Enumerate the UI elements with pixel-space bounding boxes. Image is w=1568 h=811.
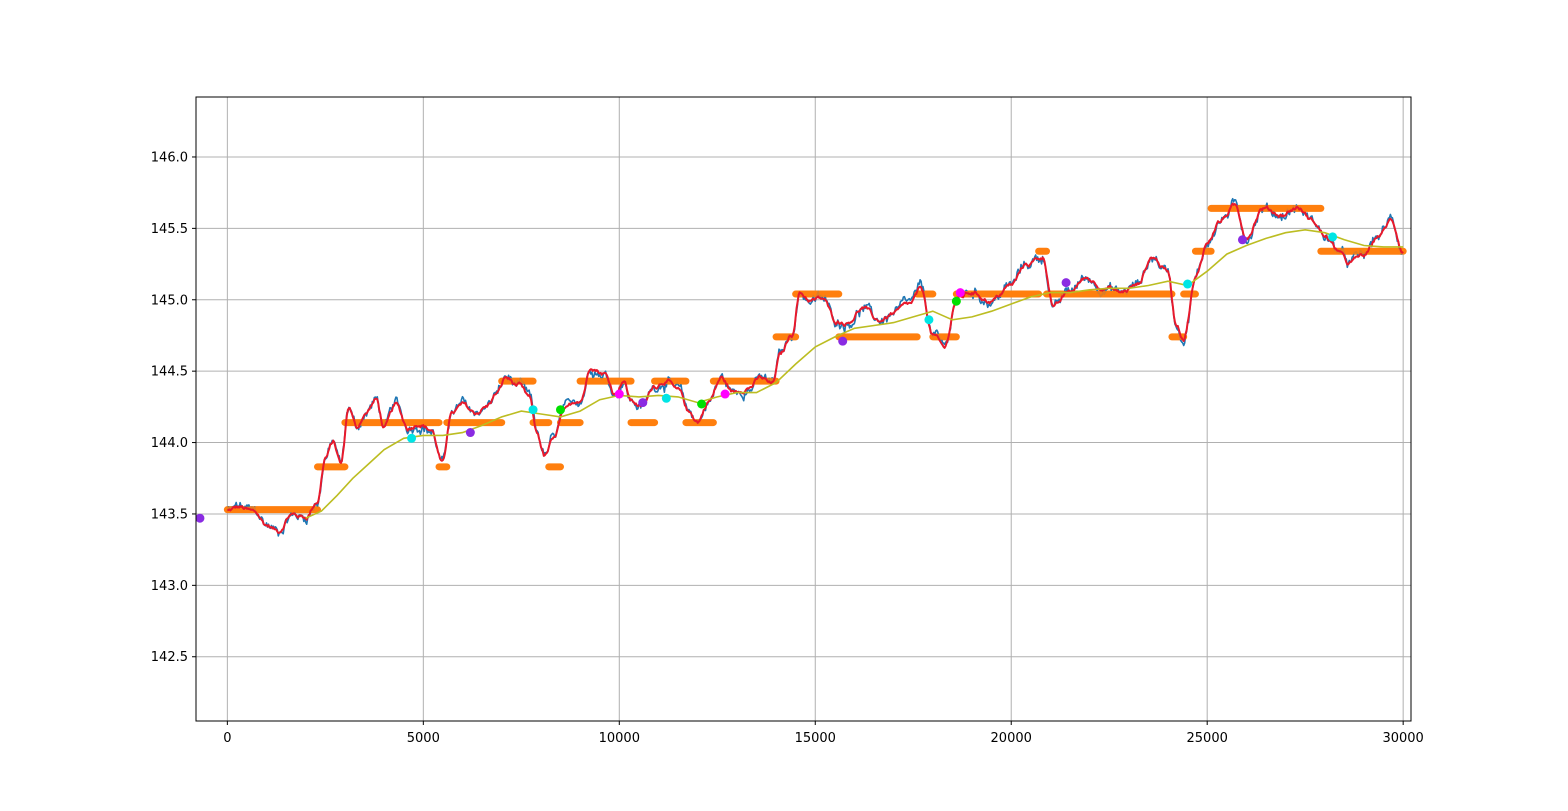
signal-marker	[407, 433, 417, 443]
x-axis: 0 5000 10000 15000 20000 25000 30000	[223, 721, 1424, 746]
y-tick-label: 145.5	[151, 222, 188, 237]
plot-area	[195, 97, 1411, 721]
y-tick-label: 146.0	[151, 150, 188, 165]
y-tick-label: 142.5	[151, 650, 188, 665]
signal-marker	[1183, 279, 1193, 289]
signal-marker	[528, 405, 538, 415]
signal-marker	[697, 399, 707, 409]
y-tick-label: 143.5	[151, 507, 188, 522]
signal-marker	[614, 389, 624, 399]
y-tick-label: 144.5	[151, 365, 188, 380]
signal-marker	[720, 389, 730, 399]
signal-marker	[465, 428, 475, 438]
signal-marker	[955, 288, 965, 298]
smoothed-series	[226, 202, 1404, 534]
price-line	[226, 197, 1404, 537]
smoothed-line	[226, 202, 1404, 534]
signal-marker	[1061, 278, 1071, 288]
signal-marker	[951, 296, 961, 306]
signal-markers	[195, 232, 1338, 523]
x-tick-label: 15000	[795, 731, 836, 746]
signal-marker	[556, 405, 565, 415]
signal-marker	[1328, 232, 1338, 242]
signal-marker	[661, 393, 671, 403]
x-tick-label: 20000	[991, 731, 1032, 746]
signal-marker	[638, 398, 648, 408]
x-tick-label: 5000	[407, 731, 440, 746]
signal-marker	[924, 315, 934, 325]
y-tick-label: 143.0	[151, 579, 188, 594]
y-tick-label: 144.0	[151, 436, 188, 451]
x-tick-label: 25000	[1187, 731, 1228, 746]
x-tick-label: 30000	[1382, 731, 1423, 746]
plot-frame	[195, 96, 1412, 722]
signal-marker	[1237, 235, 1247, 245]
signal-marker	[838, 336, 848, 346]
y-axis: 142.5 143.0 143.5 144.0 144.5 145.0 145.5 146.0	[151, 150, 196, 665]
y-tick-label: 145.0	[151, 293, 188, 308]
signal-marker	[195, 513, 205, 523]
x-tick-label: 0	[223, 731, 231, 746]
x-tick-label: 10000	[599, 731, 640, 746]
